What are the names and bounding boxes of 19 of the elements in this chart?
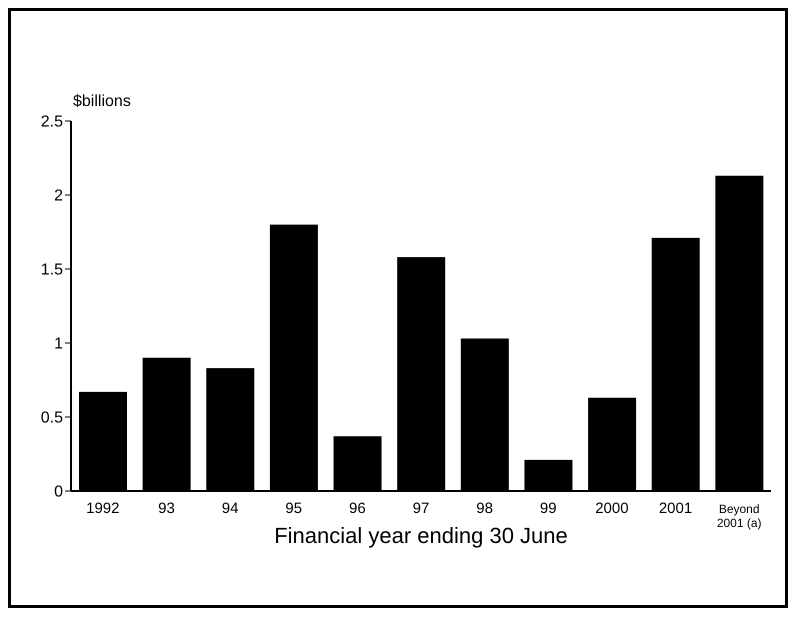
x-tick-label: 93	[158, 500, 175, 517]
y-tick-label: 0	[54, 484, 64, 501]
y-tick-label: 0.5	[40, 410, 64, 427]
x-tick-label: 96	[349, 500, 366, 517]
x-tick-label: 2000	[595, 500, 629, 517]
y-axis-title: $billions	[73, 93, 131, 111]
x-tick-label: 99	[540, 500, 557, 517]
y-tick-label: 1	[54, 336, 64, 353]
x-tick-label: 97	[412, 500, 430, 517]
y-tick-label: 2.5	[40, 114, 64, 131]
x-tick-label: 94	[222, 500, 238, 517]
x-tick-label: 1992	[86, 500, 120, 517]
y-tick-label: 2	[54, 188, 64, 205]
x-tick-label: 2001	[658, 500, 692, 517]
x-tick-label: 95	[285, 500, 302, 517]
y-tick-label: 1.5	[40, 262, 64, 279]
x-axis-title: Financial year ending 30 June	[274, 523, 568, 548]
x-tick-label: 98	[476, 500, 493, 517]
x-tick-label: Beyond 2001 (a)	[716, 502, 762, 530]
